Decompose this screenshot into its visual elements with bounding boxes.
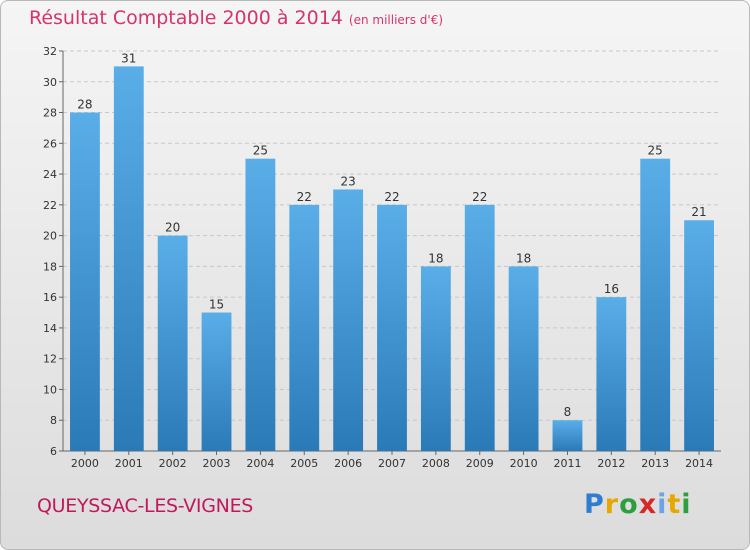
bar (245, 158, 276, 451)
x-tick-label: 2007 (378, 457, 406, 470)
bar (113, 66, 144, 451)
bar (464, 204, 495, 451)
y-tick-label: 10 (43, 383, 57, 396)
y-tick-label: 24 (43, 168, 57, 181)
data-label: 15 (209, 298, 224, 312)
bar (333, 189, 364, 451)
x-tick-label: 2008 (422, 457, 450, 470)
logo-letter: x (638, 489, 658, 520)
x-tick-label: 2013 (641, 457, 669, 470)
data-label: 28 (77, 98, 92, 112)
bar (552, 420, 583, 451)
x-tick-label: 2006 (334, 457, 362, 470)
bar (201, 312, 232, 451)
bar (640, 158, 671, 451)
y-tick-label: 32 (43, 45, 57, 58)
x-tick-label: 2001 (115, 457, 143, 470)
x-tick-label: 2002 (159, 457, 187, 470)
y-tick-label: 6 (50, 445, 57, 458)
logo-letter: i (681, 489, 692, 520)
data-label: 25 (648, 144, 663, 158)
y-tick-label: 30 (43, 76, 57, 89)
town-name: QUEYSSAC-LES-VIGNES (37, 495, 254, 517)
bar (157, 235, 188, 451)
x-tick-label: 2004 (246, 457, 274, 470)
y-tick-label: 16 (43, 291, 57, 304)
chart-title: Résultat Comptable 2000 à 2014 (en millie… (29, 7, 443, 29)
data-label: 25 (253, 144, 268, 158)
logo-letter: t (667, 489, 682, 520)
x-tick-label: 2011 (553, 457, 581, 470)
x-tick-label: 2010 (510, 457, 538, 470)
data-label: 23 (340, 174, 355, 188)
x-tick-label: 2000 (71, 457, 99, 470)
data-label: 22 (384, 190, 399, 204)
bar (684, 220, 714, 451)
chart-title-text: Résultat Comptable 2000 à 2014 (29, 7, 343, 29)
y-tick-label: 28 (43, 107, 57, 120)
data-label: 16 (604, 282, 619, 296)
bar (596, 297, 627, 451)
y-tick-label: 20 (43, 230, 57, 243)
x-tick-label: 2003 (203, 457, 231, 470)
y-tick-label: 22 (43, 199, 57, 212)
bar (420, 266, 451, 451)
logo-letter: P (584, 489, 605, 520)
data-label: 31 (121, 51, 136, 65)
logo-letter: i (657, 489, 668, 520)
axes: 6 8 10 12 14 16 18 20 22 24 26 28 30 32 2000 2001 2002 20… (43, 45, 721, 470)
x-tick-label: 2012 (597, 457, 625, 470)
chart-subtitle: (en milliers d'€) (348, 13, 444, 27)
bar (289, 204, 320, 451)
y-tick-label: 26 (43, 137, 57, 150)
y-tick-label: 14 (43, 322, 57, 335)
logo-letter: r (604, 489, 620, 520)
x-tick-label: 2009 (466, 457, 494, 470)
data-label: 20 (165, 221, 180, 235)
y-tick-label: 18 (43, 260, 57, 273)
bar (377, 204, 407, 451)
data-labels: 28 31 20 15 25 22 23 22 18 22 18 8 16 25 21 (77, 51, 706, 419)
data-label: 18 (516, 251, 531, 265)
x-tick-label: 2005 (290, 457, 318, 470)
bar (70, 112, 100, 452)
data-label: 18 (428, 251, 443, 265)
bars (70, 66, 714, 452)
y-tick-label: 8 (50, 414, 57, 427)
logo-letter: o (619, 489, 639, 520)
data-label: 8 (564, 405, 572, 419)
proxiti-logo: Proxiti (584, 489, 692, 520)
bar (508, 266, 539, 451)
x-tick-label: 2014 (685, 457, 713, 470)
data-label: 22 (472, 190, 487, 204)
y-tick-label: 12 (43, 353, 57, 366)
data-label: 22 (297, 190, 312, 204)
data-label: 21 (691, 205, 706, 219)
